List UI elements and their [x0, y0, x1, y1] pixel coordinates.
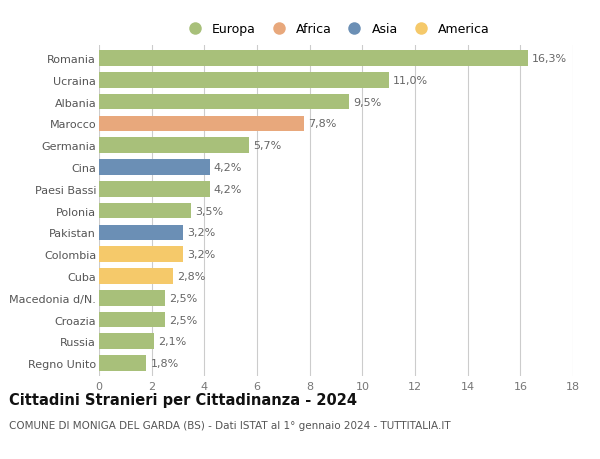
Text: 2,1%: 2,1% — [158, 336, 187, 347]
Bar — [99, 160, 209, 175]
Bar — [99, 138, 249, 154]
Text: 3,5%: 3,5% — [195, 206, 223, 216]
Text: Cittadini Stranieri per Cittadinanza - 2024: Cittadini Stranieri per Cittadinanza - 2… — [9, 392, 357, 408]
Bar — [99, 356, 146, 371]
Legend: Europa, Africa, Asia, America: Europa, Africa, Asia, America — [182, 23, 490, 36]
Text: 9,5%: 9,5% — [353, 97, 382, 107]
Text: 5,7%: 5,7% — [253, 141, 281, 151]
Text: COMUNE DI MONIGA DEL GARDA (BS) - Dati ISTAT al 1° gennaio 2024 - TUTTITALIA.IT: COMUNE DI MONIGA DEL GARDA (BS) - Dati I… — [9, 420, 451, 430]
Text: 2,5%: 2,5% — [169, 293, 197, 303]
Text: 16,3%: 16,3% — [532, 54, 568, 64]
Text: 4,2%: 4,2% — [214, 185, 242, 195]
Bar — [99, 312, 165, 328]
Text: 1,8%: 1,8% — [151, 358, 179, 368]
Text: 2,5%: 2,5% — [169, 315, 197, 325]
Bar — [99, 225, 183, 241]
Bar — [99, 182, 209, 197]
Bar — [99, 290, 165, 306]
Text: 3,2%: 3,2% — [187, 228, 215, 238]
Bar — [99, 51, 528, 67]
Bar — [99, 95, 349, 110]
Bar — [99, 203, 191, 219]
Bar — [99, 334, 154, 349]
Text: 11,0%: 11,0% — [392, 76, 428, 86]
Bar — [99, 73, 389, 89]
Bar — [99, 247, 183, 263]
Text: 3,2%: 3,2% — [187, 250, 215, 260]
Text: 4,2%: 4,2% — [214, 162, 242, 173]
Text: 7,8%: 7,8% — [308, 119, 337, 129]
Bar — [99, 116, 304, 132]
Text: 2,8%: 2,8% — [176, 271, 205, 281]
Bar — [99, 269, 173, 284]
